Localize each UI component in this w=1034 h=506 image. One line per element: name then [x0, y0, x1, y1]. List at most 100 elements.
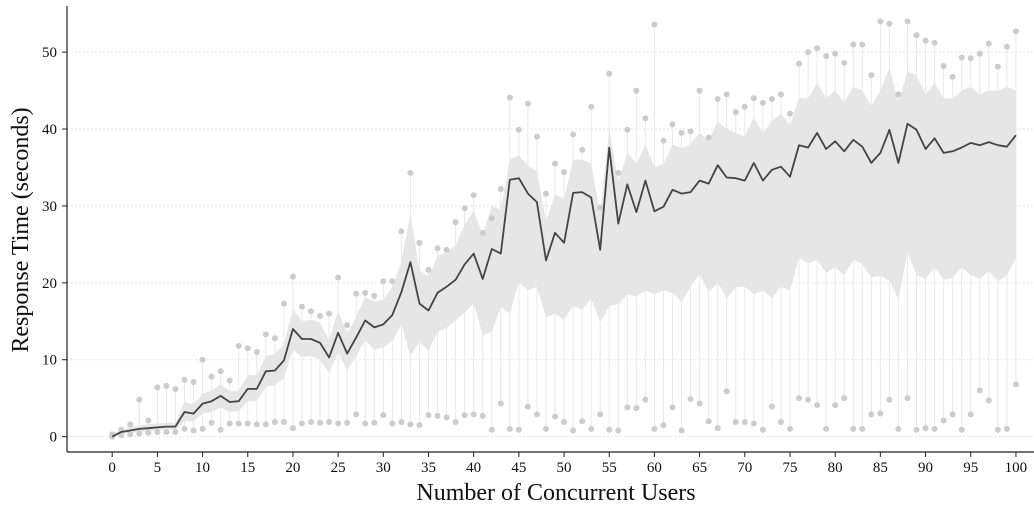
max-point — [750, 95, 757, 102]
min-point — [741, 419, 748, 426]
max-point — [416, 239, 423, 246]
min-point — [678, 427, 685, 434]
max-point — [362, 289, 369, 296]
x-tick-label: 20 — [285, 460, 300, 476]
max-point — [506, 94, 513, 101]
min-point — [642, 396, 649, 403]
min-point — [136, 430, 143, 437]
min-point — [533, 411, 540, 418]
min-point — [425, 412, 432, 419]
x-tick-label: 85 — [873, 460, 888, 476]
min-point — [832, 402, 839, 409]
min-point — [796, 395, 803, 402]
min-point — [127, 431, 134, 438]
max-point — [271, 335, 278, 342]
min-point — [624, 404, 631, 411]
max-point — [633, 87, 640, 94]
min-point — [958, 426, 965, 433]
min-point — [353, 411, 360, 418]
max-point — [280, 300, 287, 307]
max-point — [886, 20, 893, 27]
max-point — [895, 91, 902, 98]
max-point — [814, 45, 821, 52]
max-point — [244, 345, 251, 352]
max-point — [660, 137, 667, 144]
min-point — [859, 425, 866, 432]
max-point — [904, 18, 911, 25]
x-tick-label: 70 — [737, 460, 752, 476]
max-point — [823, 52, 830, 59]
max-point — [759, 99, 766, 106]
x-tick-label: 25 — [331, 460, 346, 476]
min-point — [407, 421, 414, 428]
max-point — [317, 312, 324, 319]
min-point — [759, 426, 766, 433]
min-point — [389, 420, 396, 427]
max-point — [461, 205, 468, 212]
min-point — [597, 411, 604, 418]
max-point — [687, 128, 694, 135]
y-tick-label: 20 — [42, 276, 57, 292]
x-tick-label: 0 — [108, 460, 116, 476]
max-point — [253, 349, 260, 356]
min-point — [786, 425, 793, 432]
min-point — [588, 425, 595, 432]
max-point — [696, 87, 703, 94]
min-point — [488, 426, 495, 433]
min-point — [443, 414, 450, 421]
min-point — [109, 433, 116, 440]
min-point — [317, 419, 324, 426]
min-point — [949, 411, 956, 418]
y-tick-label: 50 — [42, 45, 57, 61]
max-point — [714, 96, 721, 103]
min-point — [940, 417, 947, 424]
max-point — [1012, 28, 1019, 35]
max-point — [732, 109, 739, 116]
max-point — [868, 72, 875, 79]
max-point — [579, 146, 586, 153]
max-point — [380, 278, 387, 285]
min-point — [497, 400, 504, 407]
x-tick-label: 35 — [421, 460, 436, 476]
max-point — [786, 110, 793, 117]
y-tick-label: 30 — [42, 199, 57, 215]
max-point — [371, 292, 378, 299]
min-point — [298, 420, 305, 427]
min-point — [452, 419, 459, 426]
max-point — [479, 229, 486, 236]
min-point — [976, 387, 983, 394]
max-point — [470, 192, 477, 199]
max-point — [353, 290, 360, 297]
min-point — [308, 419, 315, 426]
min-point — [280, 419, 287, 426]
min-point — [362, 420, 369, 427]
x-tick-label: 30 — [376, 460, 391, 476]
min-point — [768, 403, 775, 410]
min-point — [524, 403, 531, 410]
x-tick-label: 55 — [602, 460, 617, 476]
max-point — [931, 39, 938, 46]
min-point — [470, 411, 477, 418]
max-point — [235, 342, 242, 349]
min-point — [895, 425, 902, 432]
min-point — [814, 402, 821, 409]
min-point — [506, 425, 513, 432]
max-point — [262, 331, 269, 338]
max-point — [298, 303, 305, 310]
y-tick-label: 40 — [42, 122, 57, 138]
min-point — [823, 425, 830, 432]
min-point — [344, 419, 351, 426]
max-point — [136, 396, 143, 403]
min-point — [371, 419, 378, 426]
max-point — [335, 274, 342, 281]
x-axis-label: Number of Concurrent Users — [416, 480, 695, 506]
min-point — [606, 426, 613, 433]
max-point — [958, 54, 965, 61]
min-point — [461, 412, 468, 419]
max-point — [542, 190, 549, 197]
min-point — [985, 397, 992, 404]
max-point — [533, 133, 540, 140]
max-point — [651, 21, 658, 28]
min-point — [181, 425, 188, 432]
